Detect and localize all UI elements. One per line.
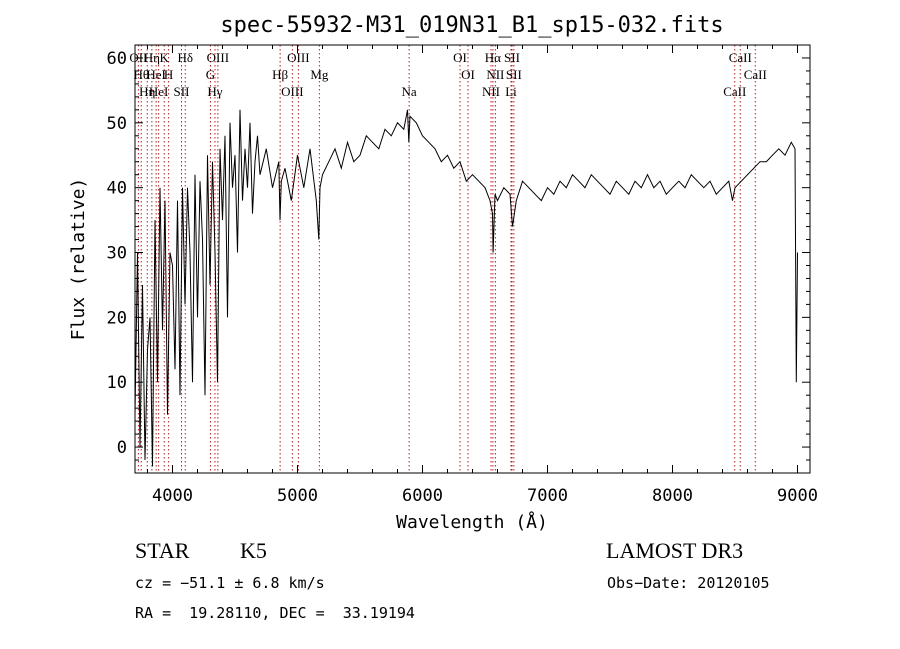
marker-label-22: NII — [486, 67, 504, 82]
y-tick-label-30: 30 — [107, 244, 127, 264]
x-axis-ticks: 4000 5000 6000 7000 8000 9000 — [147, 45, 818, 506]
emission-line-labels: OIIHθHηHηHeIHeIKHSIIHδGHγOIIIHβOIIIOIIIM… — [129, 50, 766, 99]
x-tick-label-5000: 5000 — [277, 486, 318, 506]
marker-label-7: H — [164, 67, 173, 82]
marker-label-8: SII — [174, 84, 190, 99]
observation-date: Obs−Date: 20120105 — [607, 574, 770, 592]
object-subclass: K5 — [240, 538, 267, 563]
y-axis-label: Flux (relative) — [68, 178, 89, 341]
marker-label-17: Na — [402, 84, 417, 99]
x-tick-label-6000: 6000 — [402, 486, 443, 506]
y-tick-label-60: 60 — [107, 49, 127, 69]
survey-name: LAMOST DR3 — [606, 538, 744, 563]
y-tick-label-20: 20 — [107, 308, 127, 328]
marker-label-12: OIII — [207, 50, 229, 65]
x-tick-label-4000: 4000 — [152, 486, 193, 506]
y-tick-label-50: 50 — [107, 114, 127, 134]
spectrum-line — [134, 109, 798, 467]
marker-label-13: Hβ — [272, 67, 288, 82]
chart-title: spec-55932-M31_019N31_B1_sp15-032.fits — [220, 13, 723, 38]
x-tick-label-7000: 7000 — [527, 486, 568, 506]
marker-label-27: CaII — [729, 50, 752, 65]
y-tick-label-40: 40 — [107, 179, 127, 199]
sky-coordinates: RA = 19.28110, DEC = 33.19194 — [135, 604, 415, 622]
marker-label-2: Hη — [139, 84, 155, 99]
marker-label-20: NII — [482, 84, 500, 99]
marker-label-25: SII — [506, 67, 522, 82]
x-tick-label-8000: 8000 — [652, 486, 693, 506]
marker-label-23: Li — [505, 84, 517, 99]
marker-label-14: OIII — [281, 84, 303, 99]
marker-label-18: OI — [453, 50, 467, 65]
y-axis-ticks: 0 10 20 30 40 50 60 — [107, 44, 810, 461]
x-axis-label: Wavelength (Å) — [396, 511, 548, 533]
marker-label-11: Hγ — [207, 84, 222, 99]
marker-label-6: K — [160, 50, 170, 65]
marker-label-19: OI — [461, 67, 475, 82]
y-tick-label-0: 0 — [117, 438, 127, 458]
marker-label-15: OIII — [287, 50, 309, 65]
plot-frame — [134, 44, 811, 474]
marker-label-9: Hδ — [177, 50, 193, 65]
marker-label-26: CaII — [723, 84, 746, 99]
marker-label-21: Hα — [485, 50, 501, 65]
marker-label-4: HeI — [146, 67, 166, 82]
x-tick-label-9000: 9000 — [777, 486, 818, 506]
y-tick-label-10: 10 — [107, 373, 127, 393]
marker-label-5: HeI — [149, 84, 169, 99]
emission-line-markers — [137, 45, 756, 473]
object-class: STAR — [135, 538, 190, 563]
marker-label-16: Mg — [310, 67, 329, 82]
redshift-velocity: cz = −51.1 ± 6.8 km/s — [135, 574, 325, 592]
marker-label-10: G — [206, 67, 215, 82]
marker-label-28: CaII — [744, 67, 767, 82]
marker-label-24: SII — [504, 50, 520, 65]
marker-label-3: Hη — [144, 50, 160, 65]
